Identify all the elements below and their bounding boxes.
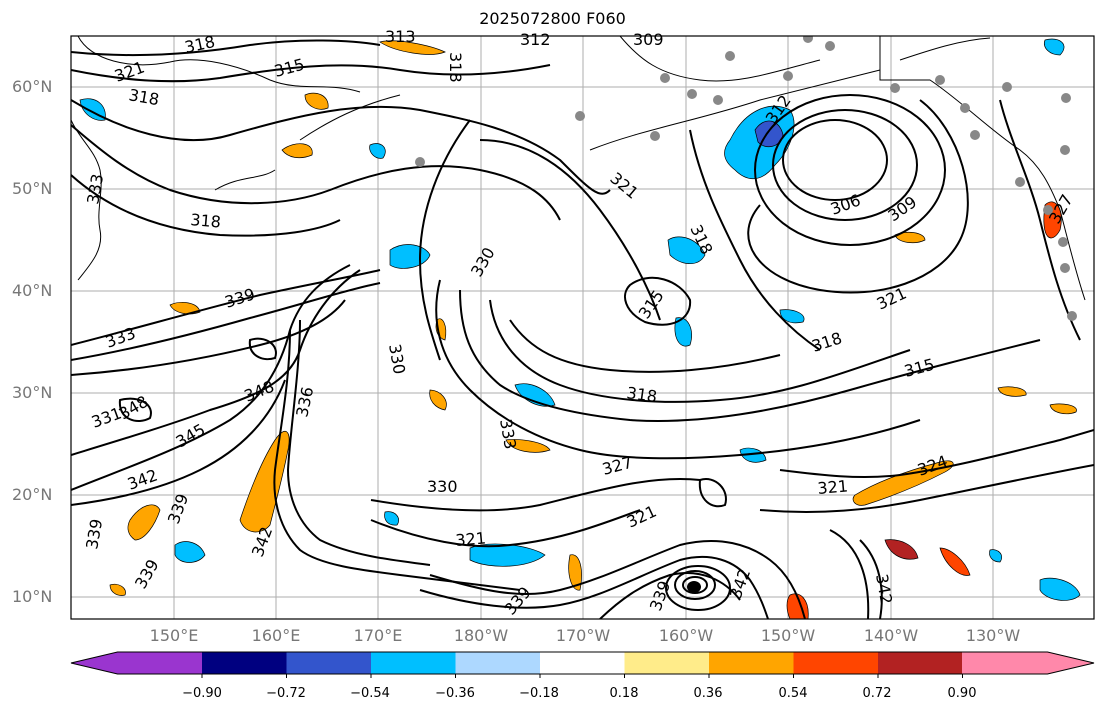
contour-label: 318 — [809, 328, 844, 356]
lon-label: 140°W — [863, 626, 919, 645]
lon-label: 170°W — [555, 626, 611, 645]
low-center — [665, 565, 731, 611]
contour-label: 330 — [427, 477, 458, 496]
contour-label: 321 — [455, 528, 487, 550]
contour-label: 327 — [600, 453, 634, 479]
map-title: 2025072800 F060 — [479, 9, 626, 28]
colorbar-extend-low — [71, 652, 118, 674]
contour-label: 306 — [828, 190, 863, 218]
contour-label: 342 — [872, 572, 896, 605]
contour-label: 333 — [496, 417, 520, 450]
contour-label: 324 — [915, 451, 950, 479]
lon-label: 160°E — [251, 626, 301, 645]
lat-label-20n: 20°N — [12, 485, 53, 504]
colorbar-swatch — [286, 652, 372, 674]
contour-lines — [71, 39, 1094, 619]
contour-label: 309 — [633, 30, 664, 49]
colorbar-outline — [70, 651, 1095, 675]
colorbar-tick-label: −0.18 — [519, 686, 559, 701]
contour-label: 348 — [241, 377, 276, 406]
colorbar-swatch — [793, 652, 879, 674]
colorbar-swatch — [117, 652, 203, 674]
coastlines — [71, 36, 1086, 301]
lat-label-10n: 10°N — [12, 587, 53, 606]
colorbar-tick-label: −0.36 — [435, 686, 475, 701]
colorbar-tick-label: 0.72 — [862, 686, 892, 701]
lat-label-50n: 50°N — [12, 179, 53, 198]
lon-label: 150°E — [149, 626, 199, 645]
contour-label: 318 — [446, 52, 465, 83]
lon-label: 170°E — [353, 626, 403, 645]
contour-label: 321 — [874, 283, 910, 313]
contour-label: 321 — [817, 476, 849, 498]
colorbar-swatch — [624, 652, 710, 674]
colorbar-swatch — [962, 652, 1048, 674]
colorbar-swatch — [540, 652, 625, 674]
lat-label-30n: 30°N — [12, 383, 53, 402]
gridlines — [71, 36, 1094, 619]
colorbar-tick-label: −0.54 — [350, 686, 390, 701]
colorbar-swatch — [878, 652, 963, 674]
colorbar-tick-label: 0.54 — [778, 686, 808, 701]
contour-label: 315 — [902, 355, 936, 381]
lon-label: 180°W — [453, 626, 509, 645]
contour-label: 339 — [82, 517, 106, 550]
contour-label: 309 — [884, 192, 920, 225]
colorbar-tick-label: 0.18 — [609, 686, 639, 701]
station-dots — [415, 36, 1077, 321]
contour-label: 321 — [624, 501, 660, 531]
lon-label: 160°W — [658, 626, 714, 645]
contour-label: 318 — [625, 383, 658, 406]
colorbar-tick-label: 0.90 — [947, 686, 977, 701]
contour-label: 342 — [726, 566, 754, 601]
contour-label: 321 — [606, 169, 642, 203]
colorbar-tick-label: −0.90 — [182, 686, 222, 701]
lon-label: 150°W — [760, 626, 816, 645]
colorbar — [70, 651, 1095, 678]
contour-label: 315 — [272, 55, 306, 81]
contour-label: 330 — [385, 342, 409, 375]
contour-label: 339 — [131, 556, 163, 592]
contour-label: 312 — [520, 30, 551, 49]
colorbar-tick-label: −0.72 — [266, 686, 306, 701]
contour-label: 318 — [190, 210, 222, 232]
lat-label-40n: 40°N — [12, 281, 53, 300]
map-frame — [70, 35, 1095, 620]
colorbar-tick-label: 0.36 — [693, 686, 723, 701]
contour-label: 333 — [83, 172, 107, 205]
lat-label-60n: 60°N — [12, 77, 53, 96]
positive-anomaly-patches — [109, 40, 1077, 619]
colorbar-swatch — [455, 652, 541, 674]
lon-label: 130°W — [965, 626, 1021, 645]
negative-anomaly-patches — [79, 38, 1081, 601]
contour-label: 339 — [222, 284, 257, 312]
colorbar-extend-high — [1047, 652, 1094, 674]
contour-label: 315 — [635, 286, 668, 322]
colorbar-swatch — [202, 652, 287, 674]
contour-label: 339 — [164, 491, 192, 526]
contour-label: 342 — [125, 465, 160, 493]
contour-label: 318 — [127, 85, 160, 109]
colorbar-swatch — [371, 652, 456, 674]
contour-label: 330 — [467, 244, 499, 280]
colorbar-swatch — [709, 652, 794, 674]
